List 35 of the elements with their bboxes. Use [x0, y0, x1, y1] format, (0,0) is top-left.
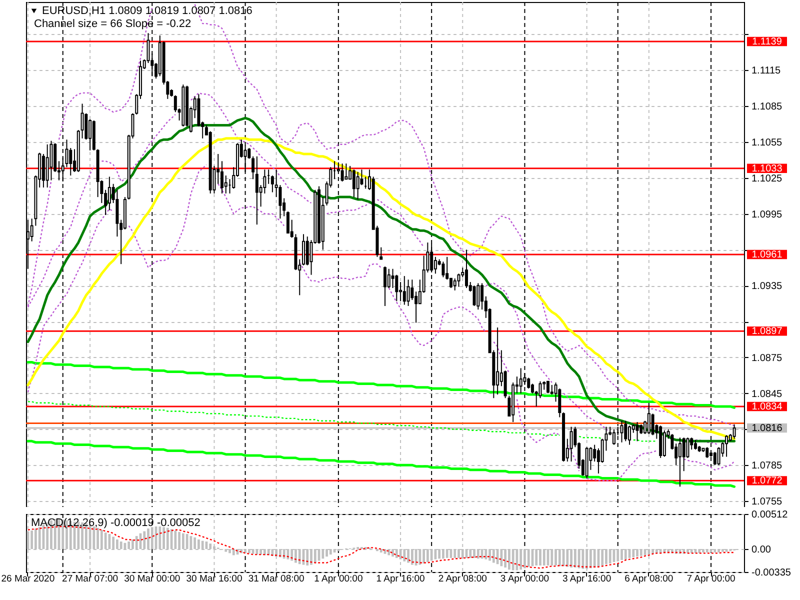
x-tick-label: 27 Mar 07:00 — [62, 574, 118, 584]
ref-line-label: 1.0834 — [752, 401, 783, 412]
y-tick-label: 1.1055 — [752, 138, 783, 149]
x-tick-label: 30 Mar 16:00 — [186, 574, 242, 584]
ref-line-label: 1.0961 — [752, 250, 783, 260]
y-tick-label: 1.1085 — [752, 102, 783, 113]
x-tick-label: 1 Apr 16:00 — [376, 574, 425, 584]
text: Channel size = 66 Slope = -0.22 — [34, 18, 192, 30]
x-tick-label: 1 Apr 00:00 — [314, 574, 363, 584]
x-tick-label: 2 Apr 08:00 — [438, 574, 487, 584]
y-tick-label: 1.0995 — [752, 209, 783, 220]
ref-line-label: 1.0816 — [752, 423, 783, 434]
y-tick-label: 1.0845 — [752, 388, 783, 400]
x-tick-label: 3 Apr 00:00 — [500, 574, 550, 584]
y-tick-label: 1.0935 — [752, 281, 783, 292]
y-tick-label: 1.1115 — [752, 66, 782, 77]
x-tick-label: 30 Mar 00:00 — [124, 574, 180, 584]
ref-line-label: 1.0897 — [752, 326, 783, 338]
chart-title: EURUSD,H1 1.0809 1.0819 1.0807 1.0816 — [42, 5, 252, 17]
y-tick-label: 1.0875 — [752, 352, 783, 364]
ref-line-label: 1.0772 — [752, 476, 783, 487]
y-tick-label: 0.00 — [752, 544, 772, 556]
y-tick-label: -0.00335 — [752, 568, 792, 578]
ref-line-label: 1.1139 — [752, 36, 782, 48]
y-tick-label: 1.0755 — [752, 496, 783, 508]
y-tick-label: 0.00512 — [752, 510, 788, 520]
x-tick-label: 26 Mar 2020 — [1, 574, 55, 584]
x-tick-label: 6 Apr 08:00 — [624, 574, 674, 584]
ref-line-label: 1.1033 — [752, 163, 783, 174]
x-tick-label: 7 Apr 00:00 — [686, 574, 736, 584]
x-tick-label: 3 Apr 16:00 — [562, 574, 612, 584]
y-tick-label: 1.1025 — [752, 173, 783, 184]
x-tick-label: 31 Mar 08:00 — [248, 574, 304, 584]
chart-title: MACD(12,26,9) -0.00019 -0.00052 — [31, 517, 200, 529]
y-tick-label: 1.0785 — [752, 460, 783, 472]
